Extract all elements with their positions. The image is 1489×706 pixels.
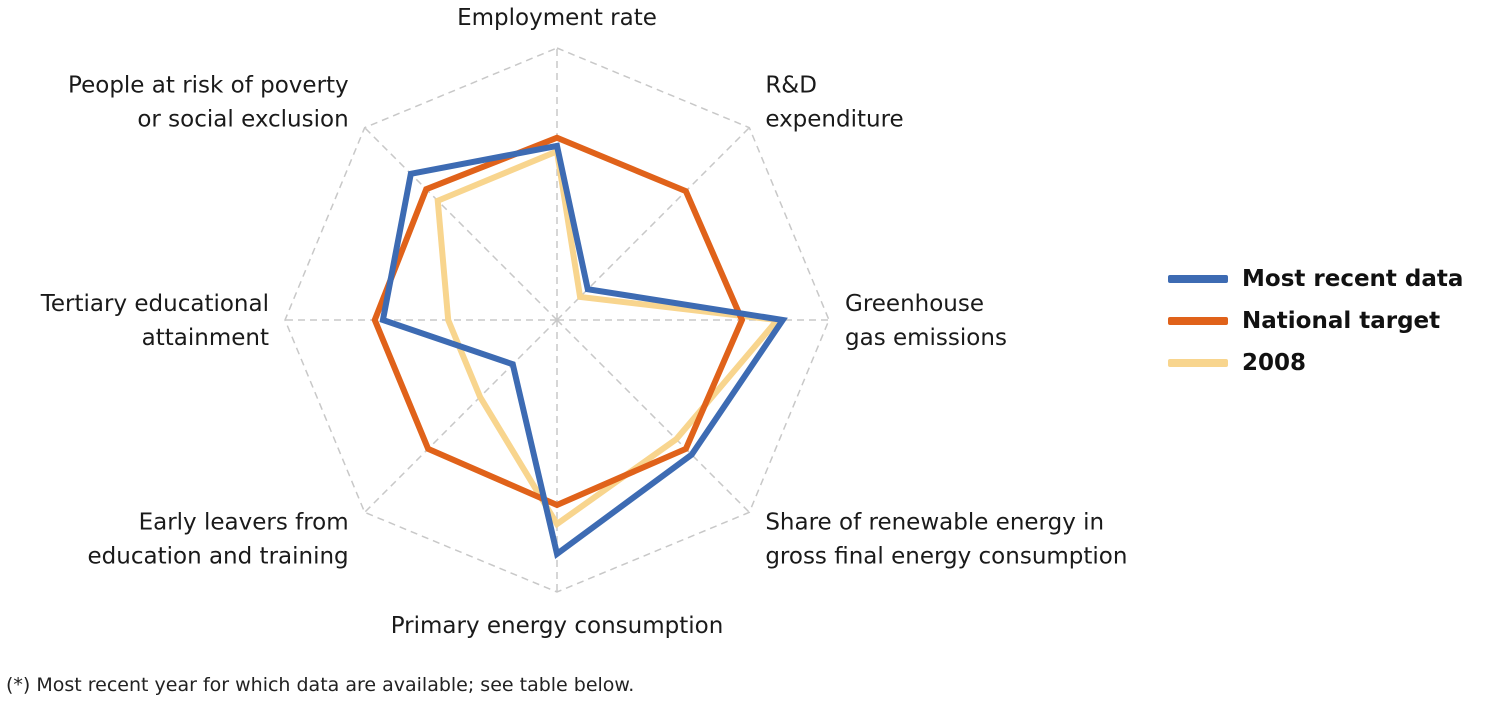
radar-grid xyxy=(284,47,830,593)
legend-label: Most recent data xyxy=(1242,266,1464,292)
series-line-2008 xyxy=(434,147,784,529)
grid-spoke xyxy=(364,127,558,321)
axis-label: Share of renewable energy in gross final … xyxy=(765,509,1127,569)
legend-swatch-national-target xyxy=(1168,317,1228,325)
radar-chart: Employment rate R&D expenditure Greenhouse g… xyxy=(40,5,1128,639)
legend: Most recent data National target 2008 xyxy=(1168,258,1463,384)
axis-label-line: Tertiary educational xyxy=(40,291,269,317)
axis-label-line: or social exclusion xyxy=(137,107,348,133)
legend-swatch-2008 xyxy=(1168,359,1228,367)
series-line-most-recent-data xyxy=(379,142,788,560)
axis-label-line: Employment rate xyxy=(457,5,657,31)
axis-label-line: gross final energy consumption xyxy=(765,543,1127,569)
grid-spoke xyxy=(556,127,750,321)
axis-label-line: expenditure xyxy=(765,107,903,133)
axis-label-line: R&D xyxy=(765,73,817,99)
legend-swatch-most-recent xyxy=(1168,275,1228,283)
series-line-national-target xyxy=(371,134,746,509)
axis-label-line: Share of renewable energy in xyxy=(765,509,1104,535)
axis-label-line: attainment xyxy=(142,325,269,351)
axis-label-line: gas emissions xyxy=(845,325,1007,351)
grid-spoke xyxy=(364,319,558,513)
grid-spoke xyxy=(556,319,750,513)
axis-label-line: Primary energy consumption xyxy=(391,613,724,639)
axis-label: Primary energy consumption xyxy=(391,613,724,639)
legend-item-most-recent: Most recent data xyxy=(1168,258,1463,300)
axis-label-line: Early leavers from xyxy=(139,509,349,535)
legend-label: National target xyxy=(1242,308,1441,334)
axis-label-line: education and training xyxy=(88,543,349,569)
axis-label-line: People at risk of poverty xyxy=(68,73,349,99)
axis-label: Early leavers from education and training xyxy=(88,509,349,569)
axis-labels: Employment rate R&D expenditure Greenhouse g… xyxy=(40,5,1128,639)
axis-label: People at risk of poverty or social exclu… xyxy=(68,73,349,133)
axis-label: Greenhouse gas emissions xyxy=(845,291,1007,351)
legend-item-national-target: National target xyxy=(1168,300,1463,342)
footnote: (*) Most recent year for which data are … xyxy=(6,674,635,696)
axis-label: R&D expenditure xyxy=(765,73,903,133)
axis-label-line: Greenhouse xyxy=(845,291,984,317)
legend-item-2008: 2008 xyxy=(1168,342,1463,384)
grid-ring xyxy=(284,47,830,593)
axis-label: Tertiary educational attainment xyxy=(40,291,269,351)
radar-series xyxy=(371,134,788,560)
axis-label: Employment rate xyxy=(457,5,657,31)
legend-label: 2008 xyxy=(1242,350,1307,376)
